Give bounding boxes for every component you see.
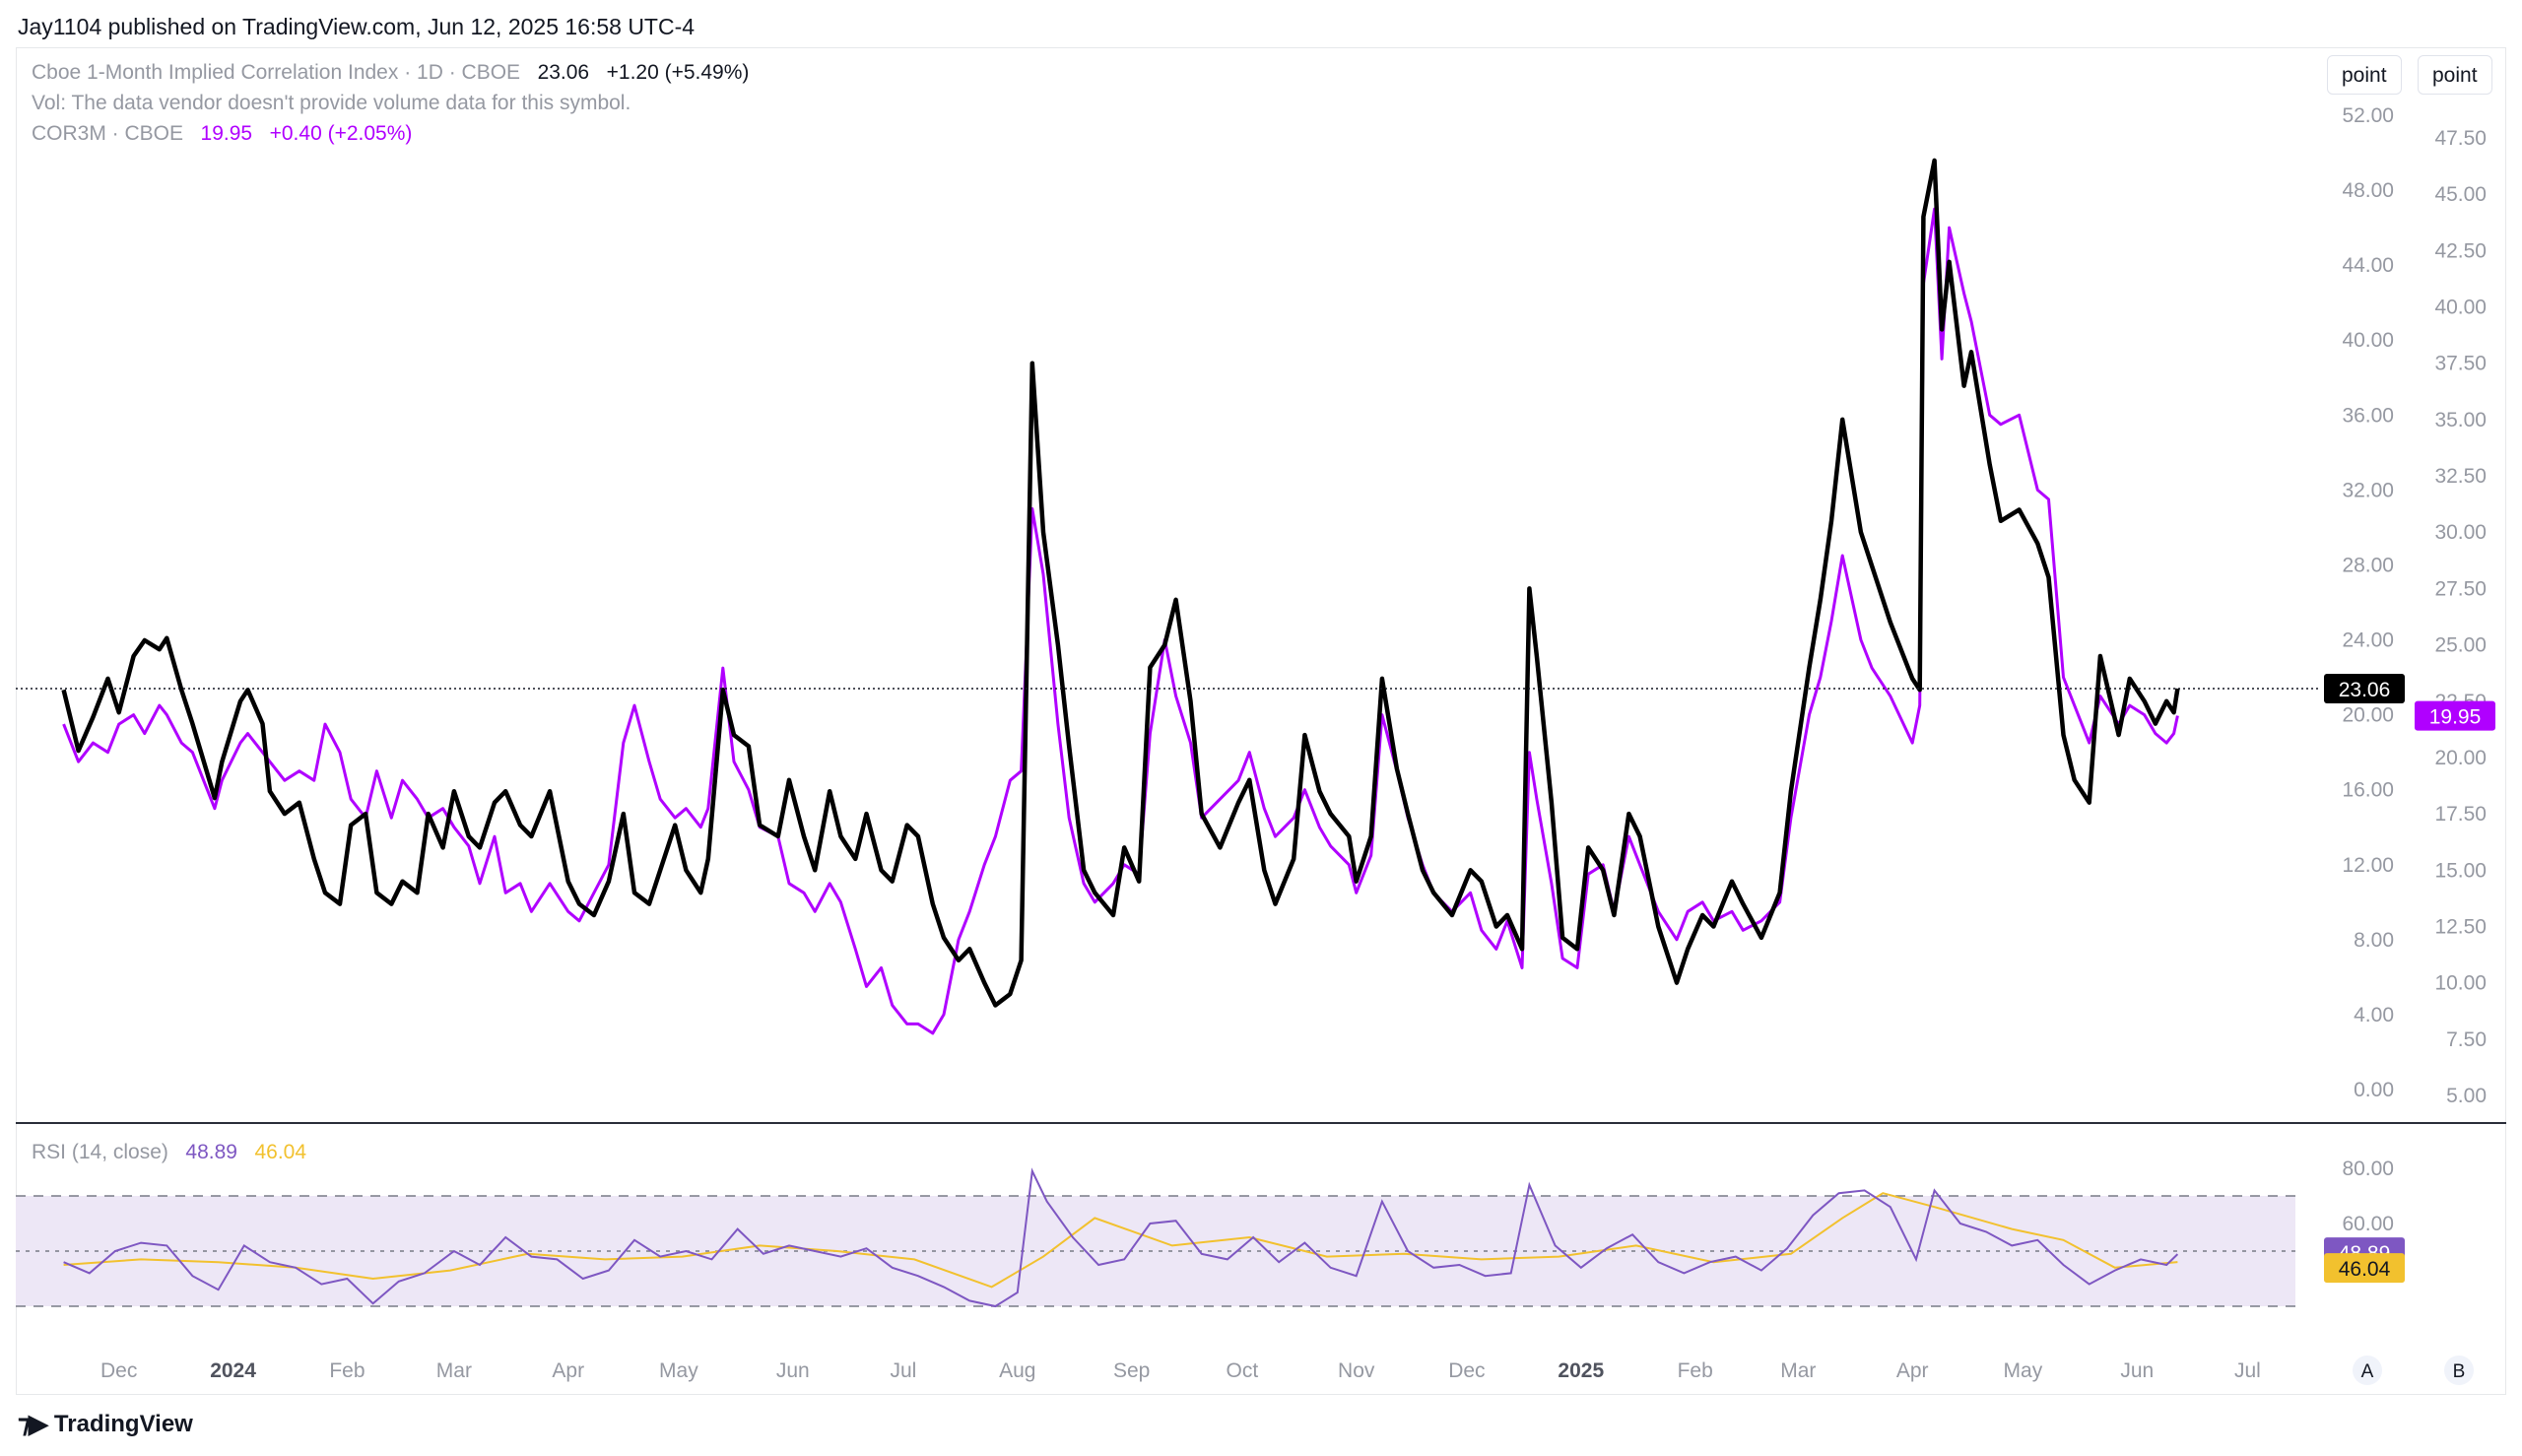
right-scale-tick-label: 20.00 xyxy=(2434,747,2487,769)
rsi-scale-tick-label: 80.00 xyxy=(2342,1158,2394,1180)
x-axis-tick-label: Jun xyxy=(2120,1359,2154,1382)
chart-frame xyxy=(16,47,2506,1395)
x-axis-tick-label: Oct xyxy=(1227,1359,1259,1382)
left-scale-tick-label: 40.00 xyxy=(2342,329,2394,352)
left-scale-tick-label: 52.00 xyxy=(2342,104,2394,127)
right-scale-tick-label: 30.00 xyxy=(2434,521,2487,544)
rsi-label: RSI (14, close) xyxy=(32,1141,168,1163)
axis-a-button[interactable] xyxy=(2353,1356,2382,1385)
right-scale-tick-label: 40.00 xyxy=(2434,297,2487,319)
volume-legend: Vol: The data vendor doesn't provide vol… xyxy=(32,92,630,115)
x-axis-tick-label: May xyxy=(2004,1359,2043,1382)
rsi-pane xyxy=(16,1167,2295,1308)
axis-b-button[interactable] xyxy=(2444,1356,2474,1385)
right-scale-mode-button[interactable]: point xyxy=(2418,55,2492,95)
x-axis-tick-label: Feb xyxy=(329,1359,365,1382)
x-axis-tick-label: Apr xyxy=(1896,1359,1929,1382)
rsi-ma-price-badge-bg xyxy=(2324,1253,2405,1284)
x-axis-tick-label: Mar xyxy=(1780,1359,1816,1382)
x-axis-tick-label: Mar xyxy=(436,1359,472,1382)
x-axis-tick-label: Aug xyxy=(999,1359,1035,1382)
main-last-value: 23.06 xyxy=(537,61,590,84)
rsi-ma-value: 46.04 xyxy=(254,1141,307,1163)
right-scale-tick-label: 15.00 xyxy=(2434,859,2487,882)
tradingview-logo-icon: ⁊▶ xyxy=(18,1409,48,1438)
left-scale-tick-label: 4.00 xyxy=(2354,1004,2394,1026)
right-scale-tick-label: 47.50 xyxy=(2434,127,2487,150)
left-scale-tick-label: 28.00 xyxy=(2342,554,2394,576)
x-axis-tick-label: Dec xyxy=(1448,1359,1485,1382)
axis-b-label: B xyxy=(2453,1361,2466,1382)
series-line-cor1m xyxy=(61,158,2180,1008)
right-scale-tick-label: 12.50 xyxy=(2434,915,2487,938)
x-axis-tick-label: Sep xyxy=(1113,1359,1150,1382)
main-legend[interactable]: Cboe 1-Month Implied Correlation Index ·… xyxy=(32,61,749,85)
rsi-ma-price-badge: 46.04 xyxy=(2339,1258,2391,1281)
main-price-badge-bg xyxy=(2324,673,2405,703)
right-scale-tick-label: 32.50 xyxy=(2434,465,2487,488)
second-price-badge-bg xyxy=(2415,700,2495,731)
left-scale-tick-label: 12.00 xyxy=(2342,854,2394,877)
second-price-badge: 19.95 xyxy=(2429,706,2482,729)
rsi-scale-tick-label: 60.00 xyxy=(2342,1213,2394,1235)
right-scale-tick-label: 42.50 xyxy=(2434,239,2487,262)
left-scale-tick-label: 16.00 xyxy=(2342,779,2394,802)
series-line-cor3m xyxy=(62,207,2179,1035)
publisher-line: Jay1104 published on TradingView.com, Ju… xyxy=(18,14,696,39)
left-scale-mode-button[interactable]: point xyxy=(2327,55,2402,95)
right-scale-tick-label: 35.00 xyxy=(2434,409,2487,431)
right-scale-tick-label: 10.00 xyxy=(2434,972,2487,995)
x-axis-tick-label: Jun xyxy=(776,1359,810,1382)
second-symbol-label: COR3M · CBOE xyxy=(32,122,184,145)
right-scale-tick-label: 27.50 xyxy=(2434,577,2487,600)
left-scale-tick-label: 44.00 xyxy=(2342,254,2394,277)
rsi-ma-line xyxy=(63,1192,2178,1289)
footer-brand-label: TradingView xyxy=(53,1410,193,1437)
price-pane xyxy=(16,158,2320,1035)
left-scale-tick-label: 32.00 xyxy=(2342,479,2394,501)
right-scale-tick-label: 45.00 xyxy=(2434,183,2487,206)
left-scale-tick-label: 48.00 xyxy=(2342,179,2394,202)
right-scale-tick-label: 17.50 xyxy=(2434,803,2487,826)
right-scale-tick-label: 37.50 xyxy=(2434,353,2487,375)
x-axis-tick-label: Jul xyxy=(2234,1359,2261,1382)
axes-layer: 52.00 48.00 44.00 40.00 36.00 32.00 28.00 24.00… xyxy=(100,104,2495,1385)
rsi-line xyxy=(63,1167,2179,1308)
x-axis-tick-label: 2024 xyxy=(210,1359,256,1382)
rsi-band xyxy=(16,1196,2295,1306)
rsi-legend[interactable]: RSI (14, close) 48.89 46.04 xyxy=(32,1141,306,1164)
left-scale-tick-label: 24.00 xyxy=(2342,629,2394,652)
x-axis-tick-label: Nov xyxy=(1338,1359,1375,1382)
x-axis-tick-label: Dec xyxy=(100,1359,137,1382)
left-scale-tick-label: 36.00 xyxy=(2342,404,2394,427)
right-scale-tick-label: 25.00 xyxy=(2434,634,2487,657)
left-scale-tick-label: 20.00 xyxy=(2342,704,2394,727)
volume-note: Vol: The data vendor doesn't provide vol… xyxy=(32,92,631,114)
left-scale-tick-label: 8.00 xyxy=(2354,929,2394,952)
x-axis-tick-label: May xyxy=(659,1359,698,1382)
right-scale-tick-label: 7.50 xyxy=(2446,1028,2487,1051)
main-change-value: +1.20 (+5.49%) xyxy=(606,61,750,84)
left-scale-tick-label: 0.00 xyxy=(2354,1079,2394,1101)
second-change-value: +0.40 (+2.05%) xyxy=(269,122,413,145)
x-axis-tick-label: Apr xyxy=(552,1359,584,1382)
x-axis-tick-label: Feb xyxy=(1678,1359,1713,1382)
x-axis-tick-label: Jul xyxy=(890,1359,916,1382)
x-axis-tick-label: 2025 xyxy=(1558,1359,1604,1382)
second-last-value: 19.95 xyxy=(200,122,253,145)
second-legend[interactable]: COR3M · CBOE 19.95 +0.40 (+2.05%) xyxy=(32,122,412,146)
right-scale-tick-label: 5.00 xyxy=(2446,1085,2487,1107)
rsi-value: 48.89 xyxy=(185,1141,237,1163)
main-price-badge: 23.06 xyxy=(2339,679,2391,701)
axis-a-label: A xyxy=(2361,1361,2374,1382)
main-symbol-label: Cboe 1-Month Implied Correlation Index ·… xyxy=(32,61,521,84)
footer-brand[interactable]: ⁊▶ TradingView xyxy=(18,1409,193,1439)
